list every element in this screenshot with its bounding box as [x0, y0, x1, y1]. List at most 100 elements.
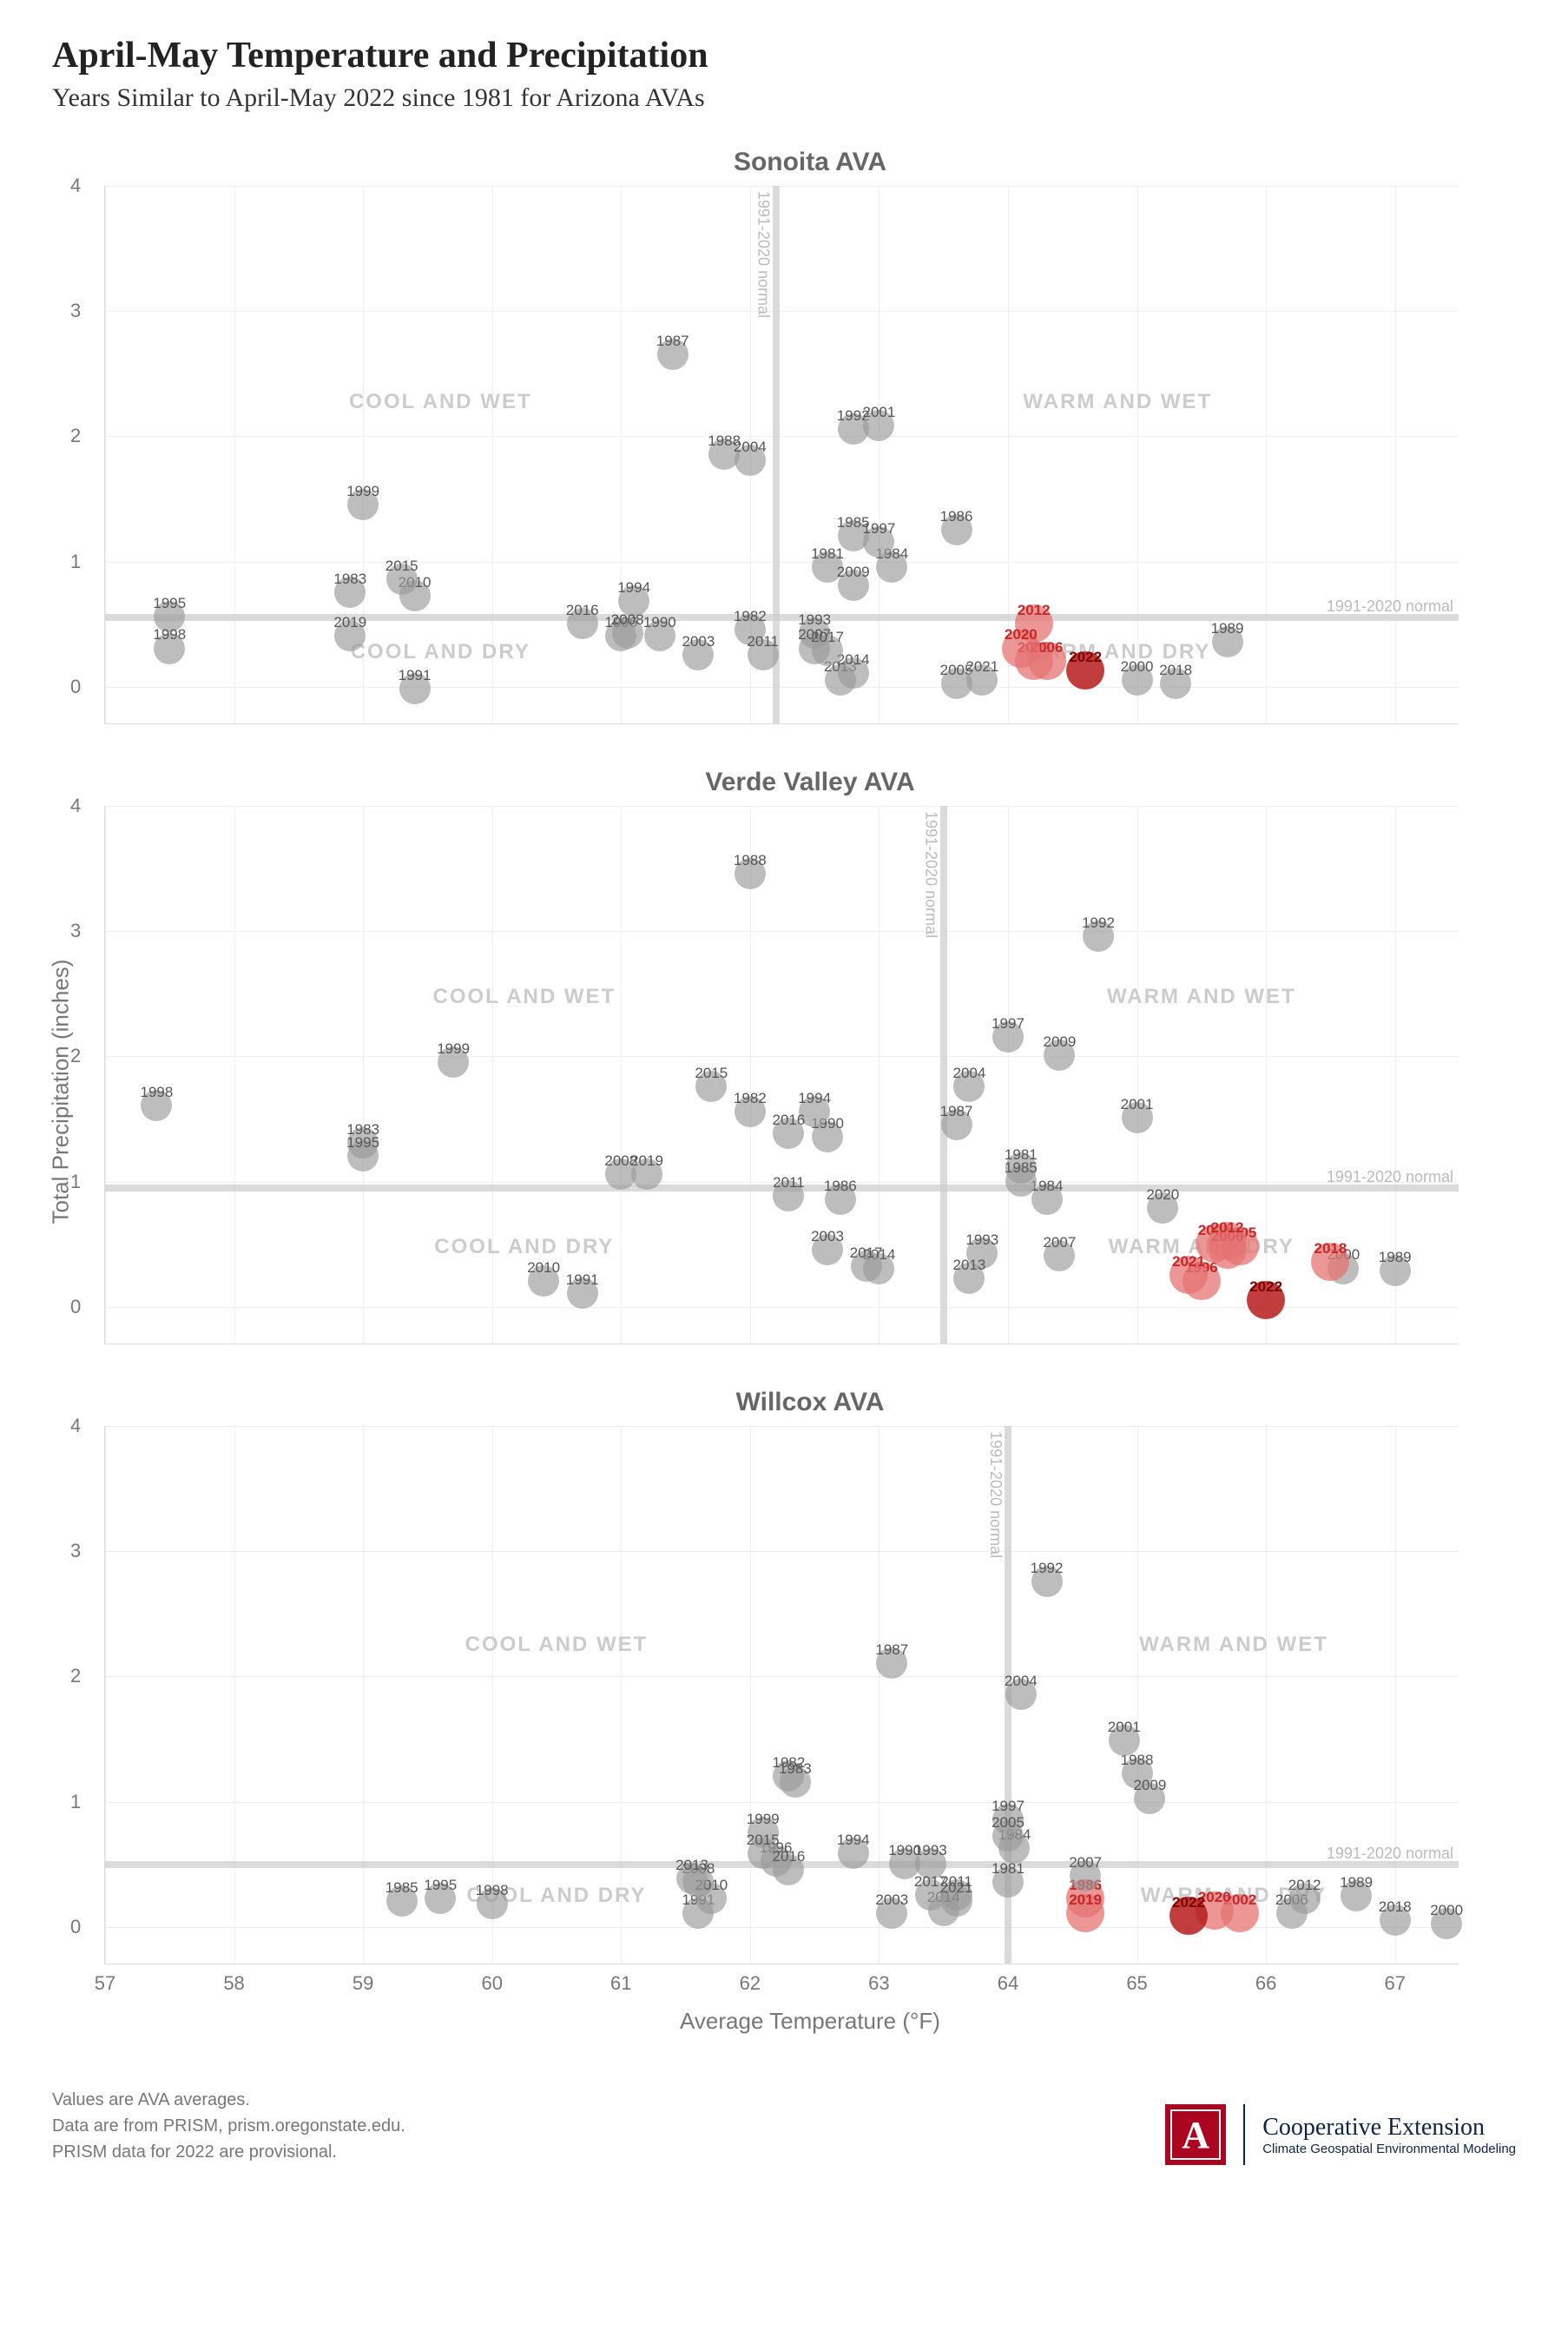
data-point-label: 2019 [630, 1152, 663, 1170]
data-point-label: 2001 [1121, 1096, 1154, 1113]
y-tick: 0 [70, 676, 81, 698]
data-point-label: 1989 [1340, 1874, 1373, 1891]
data-point-label: 1981 [811, 545, 844, 563]
data-point-label: 1985 [385, 1879, 418, 1897]
data-point-label: 1985 [1005, 1159, 1038, 1177]
data-point-label: 1999 [437, 1040, 470, 1058]
x-tick: 67 [1384, 1972, 1405, 1995]
data-point-label: 2015 [695, 1065, 728, 1082]
scatter-plot: 012341991-2020 normal1991-2020 normalCOO… [104, 186, 1459, 724]
chart-block: Sonoita AVA 012341991-2020 normal1991-202… [104, 148, 1516, 724]
data-point-label: 2003 [811, 1228, 844, 1245]
data-point-label: 1994 [837, 1832, 870, 1849]
data-point-label: 1983 [779, 1760, 812, 1778]
normal-line-v [940, 806, 947, 1343]
data-point-label: 2004 [1005, 1673, 1038, 1690]
data-point-label: 1997 [992, 1798, 1024, 1815]
data-point-label: 1998 [141, 1084, 174, 1101]
x-tick: 63 [868, 1972, 889, 1995]
data-point-label: 1987 [875, 1641, 908, 1659]
quadrant-label: COOL AND WET [465, 1633, 649, 1657]
quadrant-label: COOL AND DRY [351, 640, 530, 664]
data-point-label: 1992 [1082, 914, 1115, 932]
data-point-label: 2018 [1159, 662, 1192, 679]
normal-label-h: 1991-2020 normal [1327, 1845, 1453, 1863]
logo-block: A Cooperative Extension Climate Geospati… [1165, 2104, 1516, 2165]
chart-block: Verde Valley AVA012341991-2020 normal199… [104, 768, 1516, 1344]
data-point-label: 2019 [333, 614, 366, 631]
y-tick: 4 [70, 175, 81, 197]
data-point-label: 1991 [566, 1271, 599, 1289]
data-point-label: 2022 [1172, 1894, 1205, 1911]
data-point-label: 2016 [773, 1848, 806, 1865]
data-point-label: 2009 [837, 564, 870, 581]
data-point-label: 1999 [747, 1811, 780, 1828]
data-point-label: 2011 [773, 1174, 805, 1192]
scatter-plot: 0123457585960616263646566671991-2020 nor… [104, 1426, 1459, 1964]
ua-logo-icon: A [1165, 2104, 1226, 2165]
chart-title: Willcox AVA [104, 1388, 1516, 1417]
normal-label-h: 1991-2020 normal [1327, 1168, 1453, 1186]
data-point-label: 2010 [527, 1259, 560, 1277]
x-tick: 62 [740, 1972, 761, 1995]
data-point-label: 2008 [611, 611, 644, 629]
data-point-label: 2003 [875, 1891, 908, 1909]
y-tick: 0 [70, 1916, 81, 1938]
data-point-label: 2020 [1146, 1186, 1179, 1204]
logo-divider [1243, 2104, 1245, 2165]
y-tick: 3 [70, 920, 81, 942]
x-tick: 57 [95, 1972, 115, 1995]
y-tick: 1 [70, 1791, 81, 1813]
data-point-label: 1990 [643, 614, 676, 631]
data-point-label: 1986 [940, 508, 973, 525]
page-subtitle: Years Similar to April-May 2022 since 19… [52, 83, 1516, 113]
quadrant-label: WARM AND WET [1023, 390, 1212, 414]
data-point-label: 2012 [1018, 602, 1051, 619]
data-point-label: 2019 [1069, 1891, 1102, 1909]
data-point-label: 2007 [1044, 1234, 1077, 1251]
data-point-label: 2000 [1121, 658, 1154, 676]
y-tick: 3 [70, 300, 81, 322]
data-point-label: 1992 [1031, 1560, 1064, 1577]
data-point-label: 2007 [1069, 1854, 1102, 1871]
y-tick: 4 [70, 1415, 81, 1437]
normal-label-v: 1991-2020 normal [986, 1431, 1005, 1558]
data-point-label: 1998 [476, 1882, 509, 1899]
x-tick: 65 [1126, 1972, 1147, 1995]
data-point-label: 2017 [850, 1244, 883, 1262]
data-point-label: 2009 [1134, 1777, 1167, 1794]
data-point-label: 1994 [617, 579, 650, 597]
data-point-label: 2012 [1288, 1877, 1321, 1894]
quadrant-label: WARM AND WET [1139, 1633, 1328, 1657]
logo-text: Cooperative Extension Climate Geospatial… [1262, 2114, 1516, 2156]
data-point-label: 1998 [153, 626, 186, 644]
data-point-label: 2001 [863, 404, 896, 421]
data-point-label: 2004 [734, 439, 767, 456]
footer: Values are AVA averages.Data are from PR… [52, 2087, 1516, 2165]
y-tick: 1 [70, 551, 81, 573]
quadrant-label: COOL AND WET [349, 390, 532, 414]
data-point-label: 1993 [914, 1842, 947, 1859]
data-point-label: 2003 [682, 633, 715, 650]
data-point-label: 2009 [1044, 1033, 1077, 1051]
data-point-label: 2018 [1314, 1240, 1347, 1258]
x-tick: 60 [481, 1972, 502, 1995]
footnote-line: PRISM data for 2022 are provisional. [52, 2139, 405, 2165]
chart-title: Sonoita AVA [104, 148, 1516, 177]
data-point-label: 1989 [1379, 1249, 1412, 1266]
logo-line2: Climate Geospatial Environmental Modelin… [1262, 2142, 1516, 2156]
y-tick: 2 [70, 425, 81, 447]
data-point-label: 2001 [1108, 1719, 1141, 1736]
data-point-label: 1991 [399, 667, 432, 684]
footnotes: Values are AVA averages.Data are from PR… [52, 2087, 405, 2165]
normal-line-h [105, 614, 1459, 621]
y-tick: 2 [70, 1665, 81, 1687]
data-point-label: 2021 [1172, 1253, 1205, 1271]
data-point-label: 2015 [385, 558, 418, 575]
data-point-label: 2000 [1430, 1902, 1463, 1919]
data-point-label: 2015 [747, 1832, 780, 1849]
data-point-label: 1995 [346, 1134, 379, 1152]
data-point-label: 1987 [656, 333, 689, 350]
data-point-label: 1987 [940, 1103, 973, 1120]
data-point-label: 1997 [863, 520, 896, 538]
